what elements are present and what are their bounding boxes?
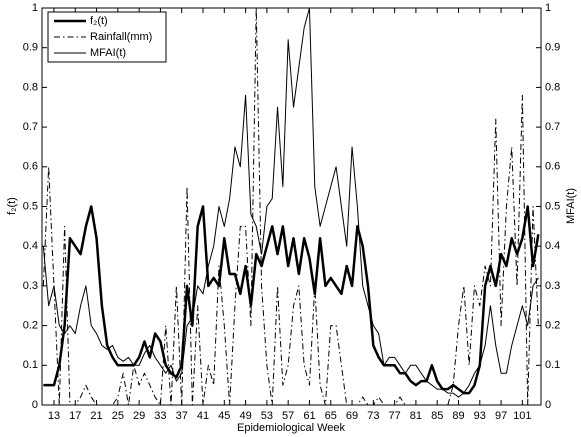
y-tick-label: 1 [32, 2, 38, 14]
series-line [42, 7, 539, 406]
y-tick-label: 0.2 [23, 320, 38, 332]
x-tick-label: 21 [90, 410, 102, 422]
x-tick-label: 17 [69, 410, 81, 422]
y2-tick-label: 0 [545, 399, 551, 411]
y2-tick-label: 0.5 [545, 200, 560, 212]
y2-tick-label: 0.4 [545, 240, 560, 252]
x-tick-label: 97 [495, 410, 507, 422]
x-tick-label: 69 [346, 410, 358, 422]
y2-tick-label: 0.1 [545, 359, 560, 371]
y-tick-label: 0.3 [23, 280, 38, 292]
y-axis-label: f₂(t) [6, 197, 18, 215]
series-line [42, 7, 539, 398]
x-tick-label: 89 [452, 410, 464, 422]
y2-axis-label: MFAI(t) [565, 188, 577, 224]
legend-label: MFAI(t) [90, 47, 126, 59]
y2-tick-label: 0.9 [545, 42, 560, 54]
y2-tick-label: 0.2 [545, 320, 560, 332]
y2-tick-label: 1 [545, 2, 551, 14]
x-tick-label: 101 [513, 410, 531, 422]
y-tick-label: 0 [32, 399, 38, 411]
x-tick-label: 25 [112, 410, 124, 422]
x-tick-label: 13 [48, 410, 60, 422]
x-tick-label: 41 [197, 410, 209, 422]
legend-label: Rainfall(mm) [90, 31, 152, 43]
x-tick-label: 81 [410, 410, 422, 422]
x-tick-label: 53 [261, 410, 273, 422]
x-tick-label: 85 [431, 410, 443, 422]
y-tick-label: 0.5 [23, 200, 38, 212]
x-tick-label: 61 [303, 410, 315, 422]
y-tick-label: 0.6 [23, 161, 38, 173]
x-tick-label: 65 [325, 410, 337, 422]
y2-tick-label: 0.6 [545, 161, 560, 173]
x-tick-label: 45 [218, 410, 230, 422]
y-tick-label: 0.7 [23, 121, 38, 133]
series-line [43, 205, 540, 395]
y-tick-label: 0.8 [23, 81, 38, 93]
x-tick-label: 73 [367, 410, 379, 422]
y-tick-label: 0.4 [23, 240, 38, 252]
y2-tick-label: 0.8 [545, 81, 560, 93]
y-tick-label: 0.1 [23, 359, 38, 371]
x-tick-label: 93 [474, 410, 486, 422]
x-tick-label: 33 [154, 410, 166, 422]
y-tick-label: 0.9 [23, 42, 38, 54]
x-tick-label: 29 [133, 410, 145, 422]
x-tick-label: 57 [282, 410, 294, 422]
plot-frame [41, 7, 542, 406]
y2-tick-label: 0.7 [545, 121, 560, 133]
y2-tick-label: 0.3 [545, 280, 560, 292]
x-tick-label: 37 [176, 410, 188, 422]
x-tick-label: 77 [389, 410, 401, 422]
legend-label: f₂(t) [90, 15, 108, 27]
x-tick-label: 49 [239, 410, 251, 422]
x-axis-label: Epidemiological Week [237, 422, 346, 434]
